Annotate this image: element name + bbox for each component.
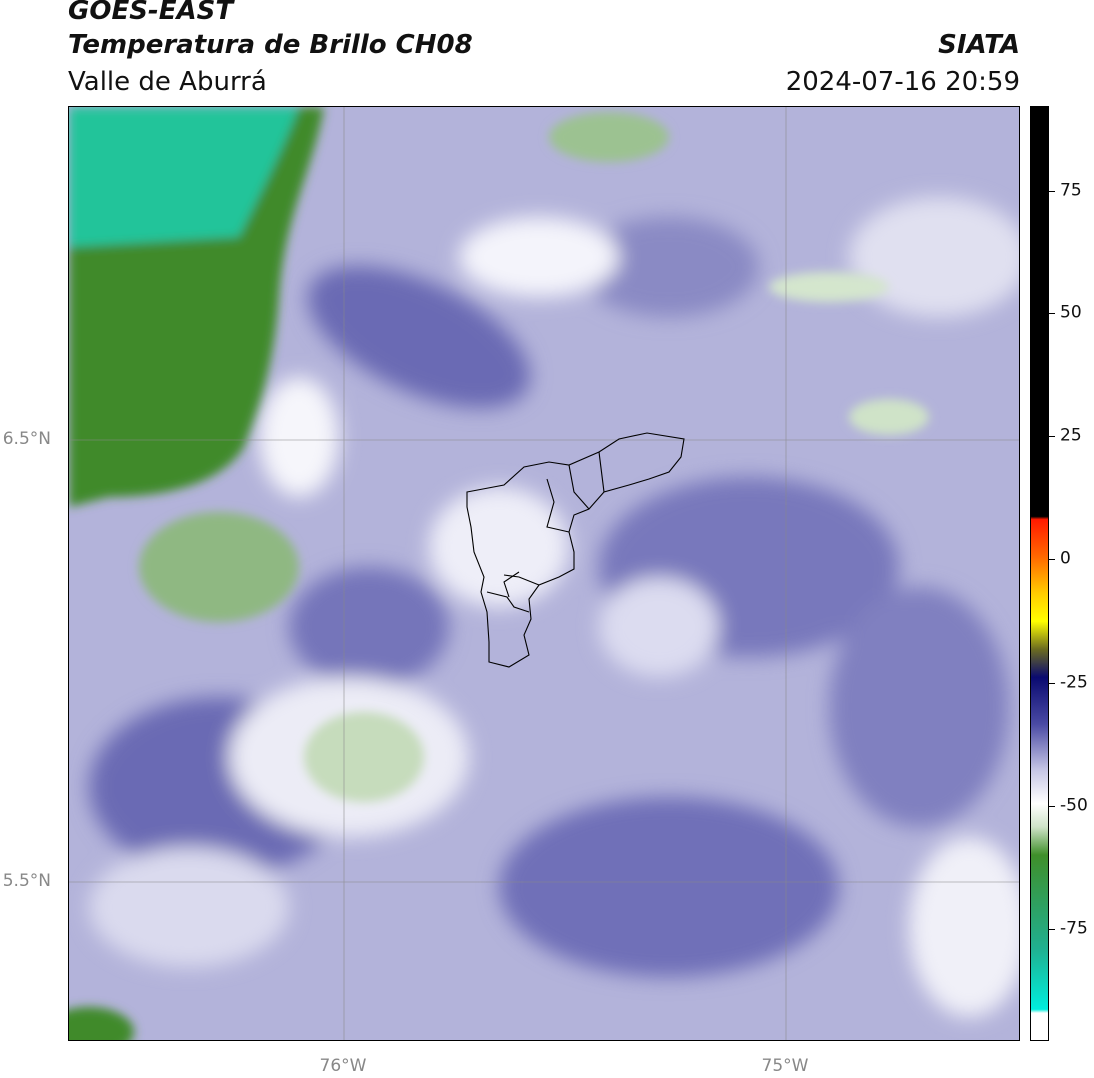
colorbar-tick-label: 50	[1060, 302, 1082, 323]
colorbar	[1030, 106, 1049, 1041]
pale-region	[89, 847, 289, 967]
brightness-temperature-map	[68, 106, 1020, 1041]
colorbar-tick-label: 25	[1060, 425, 1082, 446]
cold-cloud-region	[289, 567, 449, 687]
pale-region	[849, 197, 1019, 317]
municipality-boundaries	[466, 432, 685, 668]
colorbar-tick-label: -25	[1060, 672, 1088, 693]
clear-sky-land	[139, 512, 299, 622]
pale-region	[599, 577, 719, 677]
municipality-boundary	[503, 574, 540, 586]
colorbar-tick	[1049, 683, 1055, 684]
latitude-label: 6.5°N	[2, 429, 51, 449]
colorbar-tick	[1049, 191, 1055, 192]
municipality-boundary	[546, 478, 570, 533]
colorbar-tick-label: 75	[1060, 180, 1082, 201]
clear-sky-land	[849, 399, 929, 435]
municipality-boundary	[486, 591, 530, 613]
datetime-label: 2024-07-16 20:59	[785, 67, 1020, 97]
clear-sky-land	[304, 712, 424, 802]
clear-sky-land	[69, 107, 299, 247]
colorbar-gradient	[1031, 107, 1048, 1040]
longitude-label: 75°W	[761, 1056, 809, 1076]
valley-outline	[466, 432, 685, 668]
pale-region	[429, 487, 569, 607]
colorbar-tick	[1049, 929, 1055, 930]
satellite-title: GOES-EAST	[68, 0, 234, 26]
clear-sky-land	[769, 272, 889, 302]
colorbar-tick	[1049, 806, 1055, 807]
municipality-boundary	[568, 464, 590, 510]
cold-cloud-region	[499, 797, 839, 977]
cold-cloud-region	[307, 265, 531, 409]
pale-region	[459, 217, 619, 297]
municipality-boundary	[503, 571, 520, 598]
colorbar-tick-label: -50	[1060, 795, 1088, 816]
colorbar-tick	[1049, 313, 1055, 314]
cold-cloud-region	[579, 217, 759, 317]
colorbar-tick	[1049, 559, 1055, 560]
colorbar-tick-label: -75	[1060, 918, 1088, 939]
latitude-label: 5.5°N	[2, 871, 51, 891]
municipality-boundary	[598, 451, 605, 493]
source-label: SIATA	[938, 30, 1020, 60]
colorbar-tick-label: 0	[1060, 548, 1071, 569]
pale-region	[259, 377, 339, 497]
colorbar-tick	[1049, 436, 1055, 437]
region-subtitle: Valle de Aburrá	[68, 67, 267, 97]
product-title: Temperatura de Brillo CH08	[68, 30, 473, 60]
cold-cloud-region	[829, 587, 1009, 827]
clear-sky-land	[549, 112, 669, 162]
longitude-label: 76°W	[319, 1056, 367, 1076]
clear-sky-land	[69, 1007, 134, 1040]
